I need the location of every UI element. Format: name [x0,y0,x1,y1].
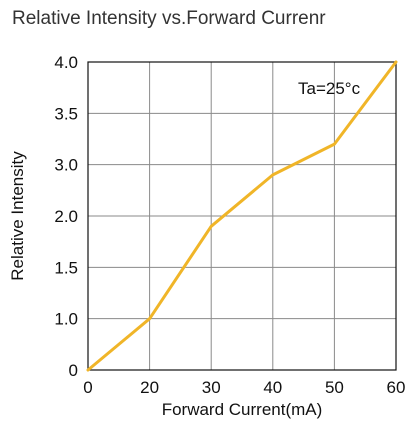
y-tick-label: 1.5 [54,258,78,277]
x-tick-label: 20 [140,378,159,397]
y-tick-labels: 0 1.0 1.5 2.0 3.0 3.5 4.0 [54,53,78,380]
x-tick-label: 0 [83,378,92,397]
y-tick-label: 1.0 [54,310,78,329]
x-tick-label: 60 [387,378,406,397]
annotation-temperature: Ta=25°c [298,79,361,98]
plot-frame [87,61,397,371]
y-tick-label: 3.5 [54,104,78,123]
x-tick-label: 30 [202,378,221,397]
x-tick-label: 40 [263,378,282,397]
series-layer [86,60,398,372]
y-tick-label: 2.0 [54,207,78,226]
grid-horizontal [88,112,396,320]
x-axis-title: Forward Current(mA) [162,400,323,419]
chart-title: Relative Intensity vs.Forward Currenr [12,8,326,29]
series-line [86,60,398,372]
y-tick-label: 3.0 [54,156,78,175]
y-tick-label: 4.0 [54,53,78,72]
x-tick-labels: 0 20 30 40 50 60 [83,378,405,397]
x-tick-label: 50 [325,378,344,397]
y-tick-label: 0 [69,361,78,380]
y-axis-title: Relative Intensity [8,151,27,281]
